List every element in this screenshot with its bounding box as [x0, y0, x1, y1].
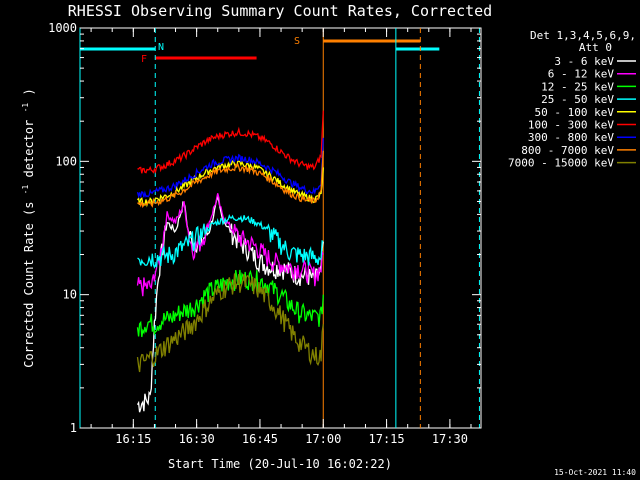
- y-axis-label: Corrected Count Rate (s -1 detector -1 ): [17, 88, 36, 367]
- y-axis-ticks: 1 10 100 1000: [48, 21, 481, 435]
- series-line-8: [137, 150, 324, 209]
- x-axis-ticks: 16:15 16:30 16:45 17:00 17:15 17:30: [90, 28, 472, 446]
- series-line-7: [136, 137, 324, 199]
- legend-label: 50 - 100 keV: [535, 106, 615, 119]
- series-line-2: [136, 193, 324, 297]
- series-lines: [136, 110, 324, 413]
- timestamp: 15-Oct-2021 11:40: [554, 468, 636, 477]
- series-line-4: [137, 213, 324, 269]
- series-line-9: [136, 273, 324, 373]
- y-axis-label-sup2: -1: [21, 103, 30, 113]
- y-tick-label: 1000: [48, 21, 77, 35]
- series-line-6: [137, 110, 324, 175]
- flag-vertical-lines: [79, 28, 480, 428]
- x-tick-label: 17:00: [305, 432, 341, 446]
- x-tick-label: 16:30: [179, 432, 215, 446]
- flag-label-n: N: [158, 42, 164, 53]
- flag-label-s: S: [294, 36, 300, 47]
- legend-header-line2: Att 0: [579, 41, 612, 54]
- y-tick-label: 10: [63, 288, 77, 302]
- x-tick-label: 16:15: [115, 432, 151, 446]
- x-tick-label: 16:45: [242, 432, 278, 446]
- y-axis-label-mid: detector: [22, 120, 36, 178]
- y-tick-label: 1: [70, 421, 77, 435]
- x-axis-label: Start Time (20-Jul-10 16:02:22): [168, 457, 392, 471]
- legend-label: 6 - 12 keV: [548, 68, 615, 81]
- legend-header-line1: Det 1,3,4,5,6,9,: [530, 29, 636, 42]
- flag-label-f: F: [141, 54, 147, 65]
- y-axis-label-main: Corrected Count Rate (s: [22, 202, 36, 368]
- y-axis-label-sup1: -1: [21, 184, 30, 194]
- legend-label: 3 - 6 keV: [554, 55, 614, 68]
- legend-label: 12 - 25 keV: [541, 80, 614, 93]
- y-tick-label: 100: [55, 154, 77, 168]
- legend-label: 25 - 50 keV: [541, 93, 614, 106]
- x-tick-label: 17:30: [432, 432, 468, 446]
- legend-label: 100 - 300 keV: [528, 119, 614, 132]
- y-axis-label-end: ): [22, 88, 36, 95]
- legend-label: 300 - 800 keV: [528, 131, 614, 144]
- flag-bars: [80, 39, 440, 60]
- x-tick-label: 17:15: [369, 432, 405, 446]
- legend-label: 7000 - 15000 keV: [508, 157, 614, 170]
- chart-title: RHESSI Observing Summary Count Rates, Co…: [68, 2, 492, 20]
- legend-label: 800 - 7000 keV: [521, 144, 614, 157]
